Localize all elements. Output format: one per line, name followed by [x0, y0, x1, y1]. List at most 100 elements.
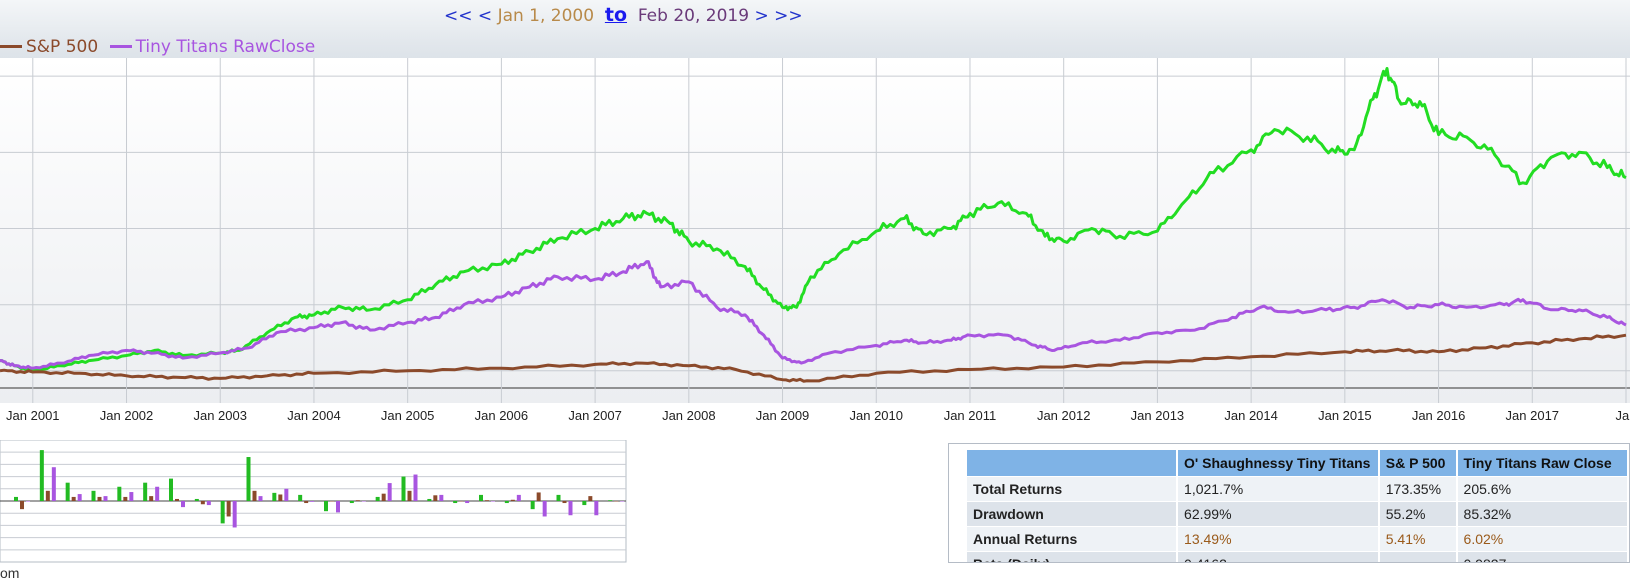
bar-tiny-titans-rawclose	[77, 494, 82, 501]
bar-s-p-500	[459, 501, 464, 502]
bar-o-shaughnessy-tiny-titans	[504, 501, 509, 504]
annual-returns-raw-close: 6.02%	[1456, 526, 1629, 552]
legend-item-sp500[interactable]: S&P 500	[0, 37, 98, 57]
first-period-button[interactable]: <<	[444, 6, 473, 26]
beta-raw-close: 0.9827	[1456, 551, 1629, 562]
total-returns-sp500: 173.35%	[1378, 476, 1458, 502]
x-tick-label: Jan 2004	[287, 408, 341, 423]
bar-o-shaughnessy-tiny-titans	[608, 500, 613, 501]
bar-o-shaughnessy-tiny-titans	[298, 494, 303, 501]
legend-item-tiny-titans-rawclose[interactable]: Tiny Titans RawClose	[109, 36, 316, 57]
bar-o-shaughnessy-tiny-titans	[169, 478, 173, 501]
bar-tiny-titans-rawclose	[103, 496, 108, 501]
statistics-row: Beta (Daily) 0.4162 0.9827	[967, 551, 1629, 562]
x-tick-label: Jan	[1616, 408, 1630, 423]
bar-s-p-500	[123, 496, 128, 501]
bar-tiny-titans-rawclose	[155, 486, 160, 501]
drawdown-sp500: 55.2%	[1378, 501, 1458, 527]
bar-s-p-500	[407, 490, 412, 501]
bar-o-shaughnessy-tiny-titans	[91, 490, 96, 501]
bar-tiny-titans-rawclose	[361, 501, 366, 502]
bar-o-shaughnessy-tiny-titans	[220, 501, 225, 524]
bar-o-shaughnessy-tiny-titans	[401, 476, 406, 501]
legend-label-sp500: S&P 500	[26, 36, 99, 57]
bar-s-p-500	[614, 501, 619, 502]
date-range-navigator: << < Jan 1, 2000 to Feb 20, 2019 > >>	[444, 4, 803, 26]
bar-o-shaughnessy-tiny-titans	[375, 496, 380, 501]
statistics-row: Drawdown 62.99% 55.2% 85.32%	[967, 501, 1629, 527]
bar-o-shaughnessy-tiny-titans	[582, 501, 587, 506]
x-tick-label: Jan 2016	[1412, 408, 1466, 423]
bar-o-shaughnessy-tiny-titans	[194, 498, 199, 501]
x-tick-label: Jan 2010	[850, 408, 904, 423]
row-label-drawdown: Drawdown	[967, 501, 1179, 527]
bar-tiny-titans-rawclose	[336, 501, 340, 513]
bar-o-shaughnessy-tiny-titans	[324, 501, 328, 512]
bar-s-p-500	[433, 495, 438, 501]
bar-tiny-titans-rawclose	[26, 501, 30, 502]
annual-returns-tiny-titans: 13.49%	[1177, 526, 1380, 552]
bar-s-p-500	[562, 501, 567, 504]
x-tick-label: Jan 2006	[475, 408, 529, 423]
bar-o-shaughnessy-tiny-titans	[530, 501, 535, 510]
plot-background	[0, 58, 1630, 403]
prev-period-button[interactable]: <	[477, 6, 493, 26]
end-date[interactable]: Feb 20, 2019	[637, 6, 750, 26]
bar-chart-bars	[14, 450, 625, 528]
chart-header: << < Jan 1, 2000 to Feb 20, 2019 > >> S&…	[0, 0, 1630, 58]
x-tick-label: Jan 2012	[1037, 408, 1091, 423]
bar-o-shaughnessy-tiny-titans	[453, 501, 458, 504]
bar-tiny-titans-rawclose	[465, 501, 470, 504]
x-axis-tick-labels: Jan 2001 Jan 2002 Jan 2003 Jan 2004 Jan 2005…	[6, 408, 1630, 423]
beta-sp500	[1378, 551, 1458, 562]
bar-s-p-500	[278, 494, 283, 501]
legend-swatch-sp500	[0, 45, 22, 48]
x-tick-label: Jan 2013	[1131, 408, 1185, 423]
footer-text: om	[0, 565, 20, 581]
bar-o-shaughnessy-tiny-titans	[246, 457, 251, 501]
bar-s-p-500	[304, 501, 309, 504]
statistics-header-tiny-titans: O' Shaughnessy Tiny Titans	[1177, 450, 1380, 477]
bar-s-p-500	[20, 501, 24, 510]
next-period-button[interactable]: >	[754, 6, 769, 26]
bar-tiny-titans-rawclose	[542, 501, 547, 517]
x-tick-label: Jan 2008	[662, 408, 716, 423]
x-tick-label: Jan 2014	[1224, 408, 1278, 423]
bar-o-shaughnessy-tiny-titans	[14, 496, 18, 501]
legend-label-tiny-titans-rawclose: Tiny Titans RawClose	[135, 36, 316, 57]
to-link[interactable]: to	[604, 4, 628, 26]
statistics-header-sp500: S& P 500	[1378, 450, 1458, 477]
bar-tiny-titans-rawclose	[129, 492, 134, 501]
bar-tiny-titans-rawclose	[387, 483, 392, 501]
x-tick-label: Jan 2011	[944, 408, 997, 423]
series-lines	[0, 67, 1627, 383]
last-period-button[interactable]: >>	[774, 6, 803, 26]
bar-tiny-titans-rawclose	[258, 496, 263, 501]
annual-returns-sp500: 5.41%	[1378, 526, 1458, 552]
bar-s-p-500	[588, 496, 593, 501]
bar-tiny-titans-rawclose	[568, 501, 573, 516]
bar-o-shaughnessy-tiny-titans	[65, 482, 70, 501]
statistics-row: Annual Returns 13.49% 5.41% 6.02%	[967, 526, 1629, 552]
total-returns-tiny-titans: 1,021.7%	[1177, 476, 1380, 502]
x-tick-label: Jan 2007	[568, 408, 622, 423]
start-date[interactable]: Jan 1, 2000	[497, 6, 595, 26]
bar-s-p-500	[536, 492, 541, 501]
x-tick-label: Jan 2005	[381, 408, 435, 423]
x-tick-label: Jan 2015	[1318, 408, 1372, 423]
bar-o-shaughnessy-tiny-titans	[143, 482, 148, 501]
bar-s-p-500	[97, 496, 102, 501]
bar-s-p-500	[355, 500, 360, 501]
bar-tiny-titans-rawclose	[413, 474, 418, 501]
bar-o-shaughnessy-tiny-titans	[556, 494, 561, 501]
total-returns-raw-close: 205.6%	[1456, 476, 1629, 502]
statistics-header-blank	[967, 450, 1179, 477]
bar-tiny-titans-rawclose	[620, 501, 625, 502]
statistics-row: Total Returns 1,021.7% 173.35% 205.6%	[967, 476, 1629, 502]
bar-s-p-500	[226, 501, 231, 517]
plot-grid	[0, 58, 1630, 403]
bar-s-p-500	[149, 496, 154, 501]
statistics-table: O' Shaughnessy Tiny Titans S& P 500 Tiny…	[967, 450, 1629, 562]
bar-tiny-titans-rawclose	[206, 501, 211, 506]
bar-tiny-titans-rawclose	[491, 501, 495, 502]
